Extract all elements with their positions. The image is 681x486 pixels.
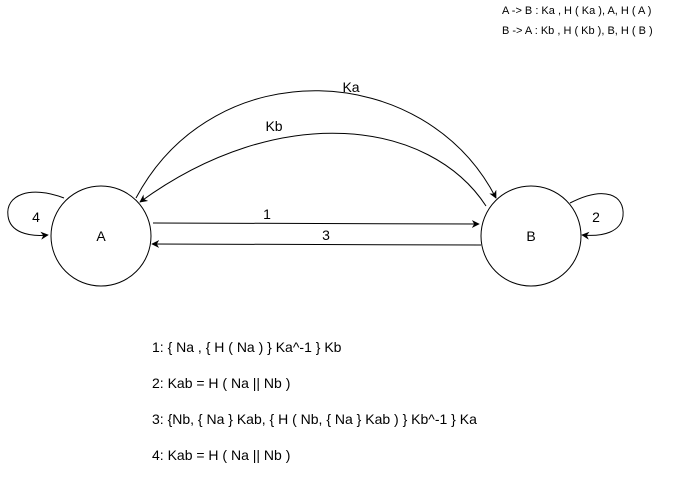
step-3: 3: {Nb, { Na } Kab, { H ( Nb, { Na } Kab… — [152, 411, 477, 427]
edge-ka-curve — [135, 90, 497, 199]
edge-loop-b-label: 2 — [592, 209, 600, 225]
edge-b-to-a — [151, 240, 482, 249]
header-note-b-to-a: B -> A : Kb , H ( Kb ), B, H ( B ) — [502, 25, 653, 37]
step-1: 1: { Na , { H ( Na ) } Ka^-1 } Kb — [152, 339, 342, 355]
edge-a-to-b-label: 1 — [263, 206, 271, 222]
node-b-label: B — [526, 228, 535, 244]
step-2: 2: Kab = H ( Na || Nb ) — [152, 375, 290, 391]
edge-b-to-a-label: 3 — [322, 227, 330, 243]
node-b — [480, 185, 582, 287]
edge-kb-curve — [139, 132, 487, 207]
edge-loop-a-label: 4 — [32, 209, 40, 225]
node-a — [50, 185, 152, 287]
edge-a-to-b — [152, 219, 480, 228]
edge-kb-label: Kb — [265, 118, 282, 134]
step-4: 4: Kab = H ( Na || Nb ) — [152, 447, 290, 463]
header-note-a-to-b: A -> B : Ka , H ( Ka ), A, H ( A ) — [502, 5, 651, 17]
edge-loop-a — [7, 191, 65, 240]
edge-ka-label: Ka — [342, 79, 359, 95]
edge-loop-b — [569, 193, 624, 240]
node-a-label: A — [96, 228, 106, 244]
